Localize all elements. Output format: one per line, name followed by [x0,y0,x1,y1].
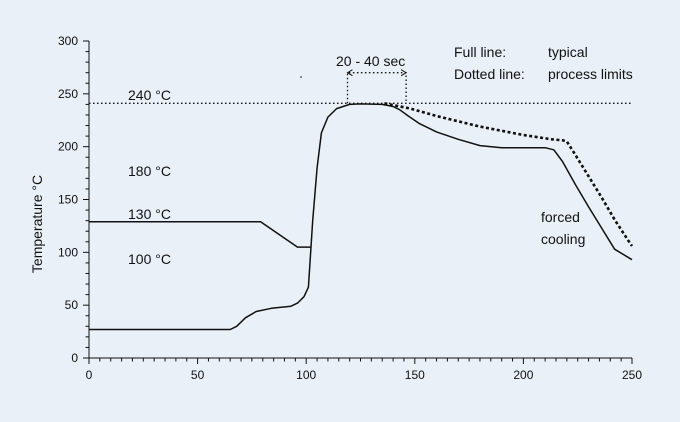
duration-arrow-head [400,69,408,77]
duration-arrow-head [346,69,353,77]
annotation-full-line-value: typical [548,44,588,60]
series-line-4 [384,102,634,247]
y-tick-label: 200 [58,140,78,154]
series-line-1 [89,103,633,331]
annotation-t180: 180 °C [128,163,171,179]
y-tick-label: 50 [65,298,79,312]
annotation-dotted-line-label: Dotted line: [454,66,525,82]
y-tick-label: 300 [58,34,78,48]
y-axis-title: Temperature °C [29,175,45,273]
y-tick-label: 150 [58,193,78,207]
y-tick-label: 250 [58,87,78,101]
x-tick-label: 200 [513,368,533,382]
x-tick-label: 150 [405,368,425,382]
plot-layer [89,72,634,331]
series-line-5 [346,72,407,104]
annotation-t240: 240 °C [128,87,171,103]
y-tick-label: 100 [58,245,78,259]
annotation-forced: forced [541,209,580,225]
annotation-dotted-line-value: process limits [548,66,633,82]
annotation-layer: 20 - 40 sec Full line: typical Dotted line:… [128,44,633,267]
x-tick-label: 50 [191,368,205,382]
annotation-duration: 20 - 40 sec [336,53,405,69]
stray-dot [300,76,302,78]
series-line-2 [89,220,311,248]
annotation-cooling: cooling [541,231,585,247]
axes-layer: 0 50 100 150 200 250 0 50 100 150 200 250 300 [58,34,642,382]
x-tick-label: 0 [86,368,93,382]
annotation-full-line-label: Full line: [454,44,506,60]
x-tick-label: 100 [296,368,316,382]
x-tick-label: 250 [622,368,642,382]
annotation-t130: 130 °C [128,206,171,222]
annotation-t100: 100 °C [128,251,171,267]
y-tick-label: 0 [71,351,78,365]
